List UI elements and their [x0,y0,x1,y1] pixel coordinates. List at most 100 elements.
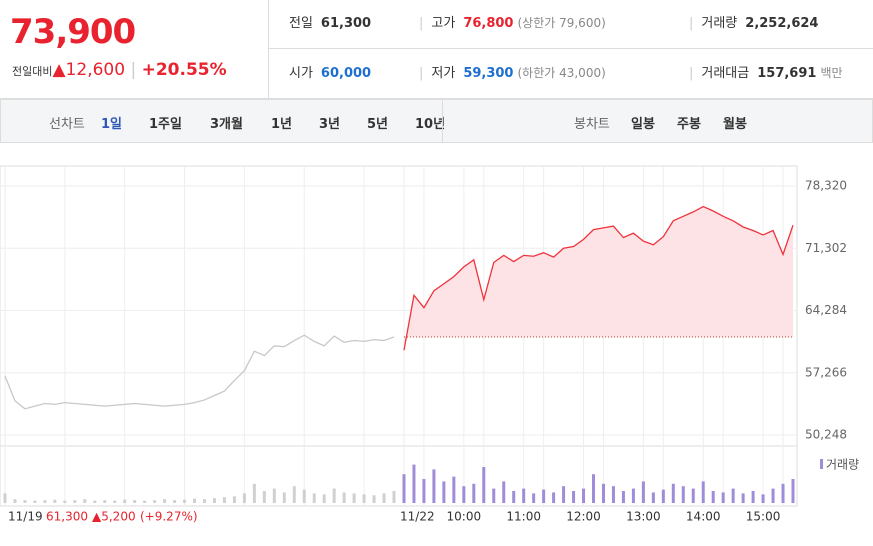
divider: | [419,16,424,31]
volume-bar [522,488,526,503]
volume-bar [761,494,765,503]
info-label: 시가 [289,66,313,81]
volume-bar [222,497,226,503]
tab[interactable]: 10년 [415,117,446,132]
volume-bar [552,492,556,503]
volume-bar [572,491,576,503]
info-value: 59,300 [463,66,514,81]
volume-bar [133,500,137,503]
volume-bar [352,493,356,503]
volume-bar [312,493,316,503]
price-line [4,334,395,410]
tab[interactable]: 월봉 [723,117,747,132]
info-value: 60,000 [320,66,372,81]
info-value: 76,800 [463,16,514,31]
volume-bar [153,500,157,503]
x-tick-label: 14:00 [686,510,721,524]
info-label: 저가 [431,66,456,81]
info-label: 고가 [431,16,456,31]
volume-bar [362,494,366,503]
price: 73,900 [10,12,136,52]
volume-bar [731,488,735,503]
info-value: 157,691 [757,66,817,81]
volume-bar [372,495,376,503]
volume-bar [53,499,57,503]
y-tick-label: 71,302 [805,241,847,255]
tab[interactable]: 1일 [101,117,123,132]
x-tick-label: 12:00 [566,510,601,524]
volume-bar [342,492,346,503]
volume-bar [621,491,625,503]
tab-divider [442,100,443,142]
info-label: 전일 [289,16,313,31]
tab[interactable]: 주봉 [677,117,701,132]
x-tick-label: 11/22 [400,510,435,524]
tab[interactable]: 1년 [271,117,293,132]
volume-bar [671,483,675,503]
price-line [403,205,794,351]
volume-bar [751,491,755,503]
volume-bar [123,499,127,503]
volume-bar [33,500,37,503]
volume-bar [562,486,566,503]
info-cell: 시가 60,000 [289,62,371,81]
y-tick-label: 64,284 [805,303,847,317]
area [403,206,793,351]
divider: | [689,66,694,81]
info-label: 거래대금 [701,66,750,81]
legend-label: 거래량 [826,458,859,472]
volume-bar [601,483,605,503]
tab[interactable]: 1주일 [149,117,182,132]
volume-bar [681,486,685,503]
volume-bar [661,489,665,503]
volume-bar [631,488,635,503]
volume-bar [432,469,436,503]
info-cell: | 고가 76,800 (상한가 79,600) [419,12,606,31]
x-tick-label: 15:00 [746,510,781,524]
info-cell: 전일 61,300 [289,12,371,31]
volume-bar [262,491,266,503]
info-extra: (상한가 79,600) [517,16,606,30]
volume-bar [472,483,476,503]
volume-bar [302,489,306,503]
volume-bar [173,500,177,503]
info-value: 2,252,624 [745,16,819,31]
volume-bar [492,488,496,503]
volume-bar [23,500,27,503]
volume-bar [382,493,386,503]
change: 전일대비▲12,600 | +20.55% [12,60,227,80]
divider: | [689,16,694,31]
volume-bar [113,500,117,503]
footer-pct: (+9.27%) [140,510,198,524]
volume-bar [711,491,715,503]
footer-change: ▲5,200 [92,510,136,524]
volume-frame [0,445,798,507]
volume-bar [542,489,546,503]
volume-bar [83,499,87,503]
volume-bar [212,498,216,503]
change-label: 전일대비 [12,65,53,78]
x-tick-label: 10:00 [447,510,482,524]
tab-group-label: 선차트 [49,117,85,132]
info-cell: | 거래량 2,252,624 [689,12,818,31]
tab[interactable]: 5년 [367,117,389,132]
volume-bar [422,479,426,503]
volume-bar [741,493,745,503]
tab[interactable]: 3개월 [210,117,243,132]
volume-bar [242,493,246,503]
info-extra: 백만 [820,66,843,80]
info: 전일 61,300 | 고가 76,800 (상한가 79,600) | 거래량 2,252,6… [268,0,873,98]
change-value: ▲12,600 [52,60,126,80]
volume-bar [502,481,506,503]
volume-bar [512,491,516,503]
volume-bar [292,486,296,503]
volume-bar [771,488,775,503]
tab[interactable]: 3년 [319,117,341,132]
volume-bar [63,500,67,503]
volume-bar [641,481,645,503]
volume-bar [193,498,197,503]
tab[interactable]: 일봉 [631,117,655,132]
volume-bar [163,499,167,503]
